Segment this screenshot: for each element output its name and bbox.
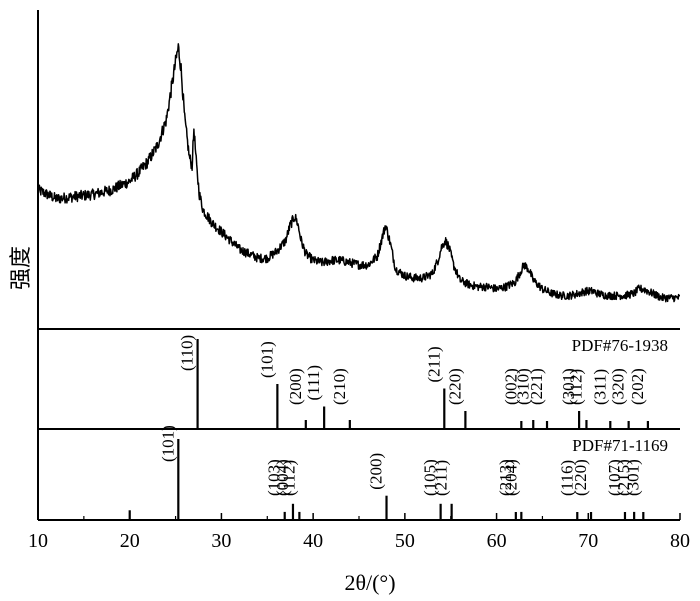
peak-label: (110)	[178, 335, 197, 371]
peak-label: (103)	[265, 459, 284, 496]
peak-label: (320)	[609, 368, 628, 405]
peak-label: (111)	[304, 365, 323, 401]
peak-label: (101)	[158, 425, 177, 462]
peak-label: (215)	[614, 459, 633, 496]
peak-label: (311)	[590, 369, 609, 405]
peak-label: (101)	[257, 341, 276, 378]
reference-panel: PDF#71-1169 (101) (103)(004)(112) (200) (105…	[128, 425, 668, 520]
peak-label: (107)	[605, 459, 624, 496]
peak-label: (310)	[513, 368, 532, 405]
peak-label: (301)	[559, 368, 578, 405]
peak-label: (211)	[424, 346, 443, 382]
peak-label: (116)	[557, 460, 576, 496]
peak-label: (105)	[421, 459, 440, 496]
x-tick-label: 10	[28, 530, 48, 552]
x-tick-label: 20	[120, 530, 140, 552]
peak-label: (210)	[330, 368, 349, 405]
peak-label: (004)	[273, 459, 292, 496]
x-axis: 10 20 30 40 50 60 70 80	[28, 513, 690, 552]
chart-frame	[37, 10, 680, 521]
peak-label: (204)	[501, 459, 520, 496]
x-axis-label: 2θ/(°)	[344, 570, 395, 595]
peak-label: (200)	[367, 453, 386, 490]
peak-label: (202)	[628, 368, 647, 405]
peak-label: (112)	[567, 369, 586, 405]
y-axis-label: 强度	[8, 246, 33, 290]
xrd-pattern	[37, 43, 681, 303]
x-tick-label: 60	[487, 530, 507, 552]
peak-label: (200)	[286, 368, 305, 405]
peak-label: (220)	[445, 368, 464, 405]
x-tick-label: 70	[578, 530, 598, 552]
reference-panels: PDF#76-1938(110) (101)(200) (111) (210)(211…	[128, 335, 668, 520]
peak-label: (301)	[623, 459, 642, 496]
x-tick-label: 40	[303, 530, 323, 552]
peak-label: (213)	[496, 459, 515, 496]
x-tick-label: 30	[211, 530, 231, 552]
reference-name: PDF#71-1169	[572, 436, 668, 455]
peak-label: (112)	[279, 460, 298, 496]
peak-label: (220)	[571, 459, 590, 496]
x-tick-label: 80	[670, 530, 690, 552]
x-tick-label: 50	[395, 530, 415, 552]
peak-label: (002)	[501, 368, 520, 405]
reference-panel: PDF#76-1938 (110) (101) (200) (111) (210) (211…	[178, 335, 668, 429]
xrd-curve	[37, 43, 681, 303]
reference-name: PDF#76-1938	[572, 336, 668, 355]
peak-label: (221)	[527, 368, 546, 405]
peak-label: (211)	[432, 460, 451, 496]
